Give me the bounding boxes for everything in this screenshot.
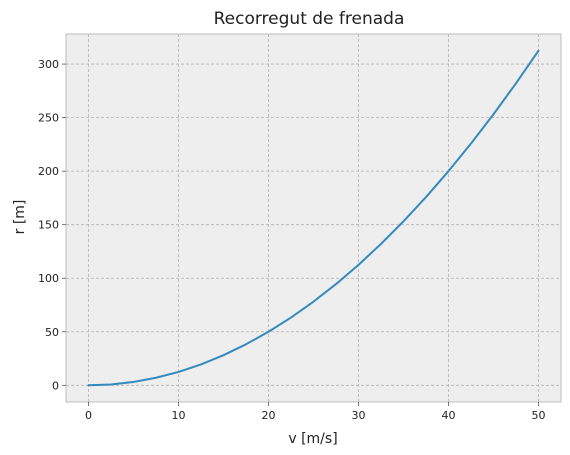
x-tick-label: 50 xyxy=(532,409,546,422)
y-tick-label: 250 xyxy=(38,112,59,125)
y-tick-label: 200 xyxy=(38,165,59,178)
x-axis-ticks: 0 10 20 30 40 50 xyxy=(85,402,546,422)
y-axis-label: r [m] xyxy=(12,200,28,235)
y-tick-label: 300 xyxy=(38,58,59,71)
y-tick-label: 100 xyxy=(38,272,59,285)
grid-lines xyxy=(66,34,561,402)
x-tick-label: 40 xyxy=(442,409,456,422)
chart-title: Recorregut de frenada xyxy=(214,9,405,29)
x-tick-label: 30 xyxy=(352,409,366,422)
y-tick-label: 50 xyxy=(45,326,59,339)
y-tick-label: 0 xyxy=(52,379,59,392)
x-tick-label: 10 xyxy=(172,409,186,422)
x-tick-label: 0 xyxy=(85,409,92,422)
x-tick-label: 20 xyxy=(262,409,276,422)
y-axis-ticks: 0 50 100 150 200 250 300 xyxy=(38,58,66,392)
x-axis-label: v [m/s] xyxy=(288,431,337,447)
series-line xyxy=(87,49,540,387)
series-group xyxy=(87,49,540,387)
plot-area xyxy=(65,33,562,403)
y-tick-label: 150 xyxy=(38,219,59,232)
